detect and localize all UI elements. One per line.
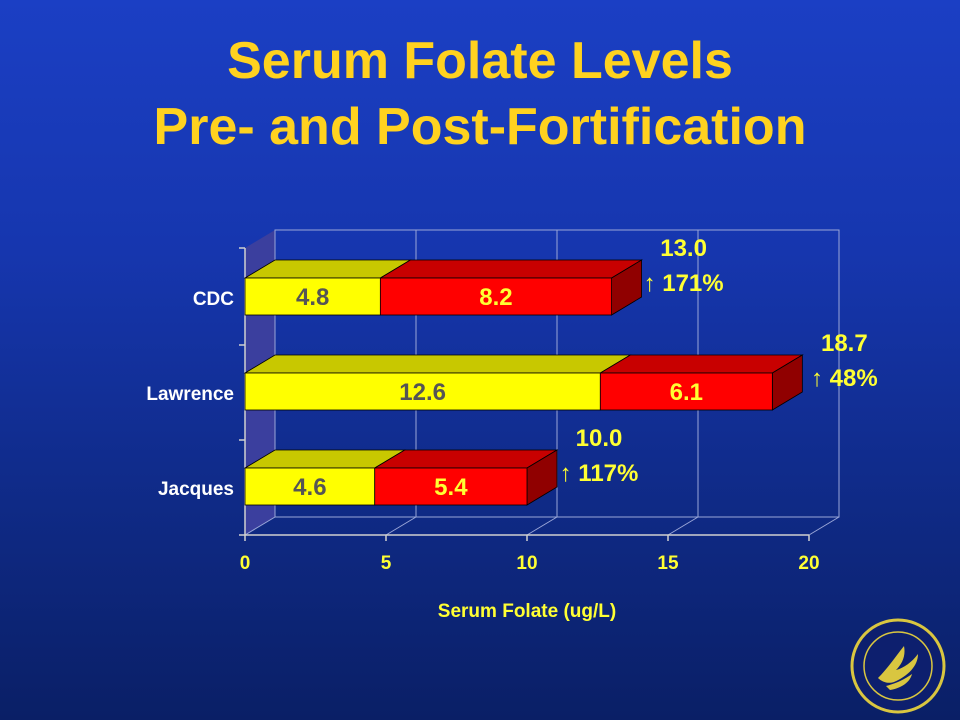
category-label: Lawrence <box>146 384 234 405</box>
total-value-label: 13.0 <box>660 235 707 262</box>
floor-gridline <box>526 516 558 536</box>
x-tick-label: 0 <box>240 553 251 574</box>
category-label: Jacques <box>158 479 234 500</box>
bar-post-top <box>598 354 804 374</box>
hhs-seal-logo <box>850 618 946 714</box>
title-line-2: Pre- and Post-Fortification <box>153 98 807 156</box>
x-tick-label: 10 <box>516 553 537 574</box>
floor-gridline <box>385 516 417 536</box>
bar-pre <box>244 277 381 316</box>
total-change-label: ↑ 117% <box>560 460 639 487</box>
bar-pre <box>244 372 601 411</box>
total-value-label: 18.7 <box>821 330 868 357</box>
title-line-1: Serum Folate Levels <box>227 32 733 90</box>
bar-post-label: 8.2 <box>479 284 512 311</box>
bar-post-top <box>373 449 559 469</box>
bar-post <box>374 467 528 506</box>
labels: 0 5 10 15 20 4.8 8.2 CDC 13.0 ↑ 171% 12.6 6.1 Lawren… <box>146 235 877 574</box>
x-tick-label: 15 <box>657 553 679 574</box>
bars <box>243 259 804 506</box>
x-tick-label: 20 <box>798 553 819 574</box>
bar-post-label: 5.4 <box>434 474 468 501</box>
bar-pre-label: 4.6 <box>293 474 326 501</box>
category-label: CDC <box>193 289 234 310</box>
bar-pre <box>244 467 376 506</box>
floor-gridline <box>808 516 840 536</box>
floor-gridline <box>244 516 276 536</box>
x-axis-title: Serum Folate (ug/L) <box>438 601 616 622</box>
bar-post-top <box>378 259 644 279</box>
bar-pre-top <box>243 354 632 374</box>
floor-gridline <box>667 516 699 536</box>
total-value-label: 10.0 <box>576 425 623 452</box>
bar-pre-label: 12.6 <box>399 379 446 406</box>
bar-post <box>379 277 612 316</box>
total-change-label: ↑ 171% <box>644 270 724 297</box>
bar-post <box>599 372 773 411</box>
bar-post-label: 6.1 <box>670 379 703 406</box>
x-tick-label: 5 <box>381 553 392 574</box>
total-change-label: ↑ 48% <box>811 365 878 392</box>
bar-pre-label: 4.8 <box>296 284 329 311</box>
